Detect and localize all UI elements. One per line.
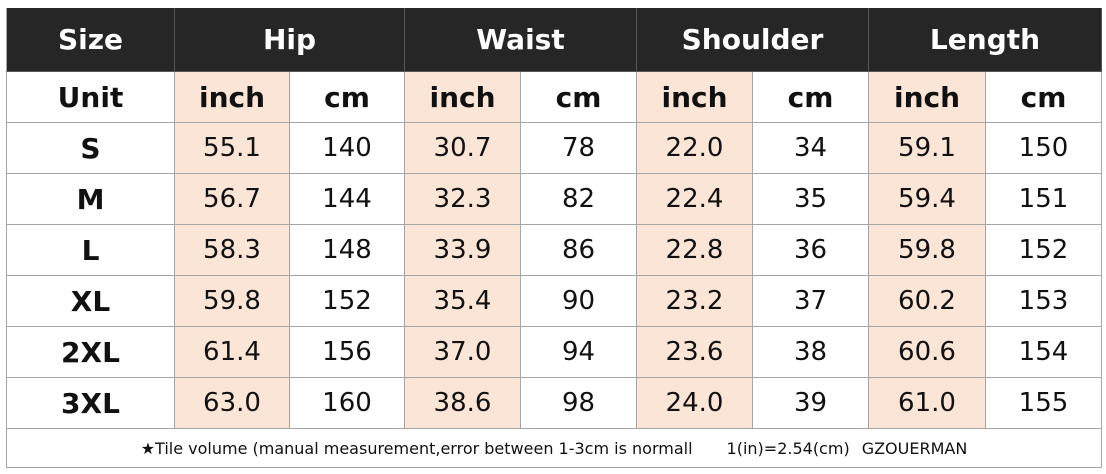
value-cell: 98 [521, 378, 637, 429]
value-cell: 59.4 [869, 174, 986, 225]
value-cell: 150 [986, 123, 1102, 174]
header-cell: Size [6, 8, 175, 72]
header-cell: Shoulder [637, 8, 869, 72]
value-cell: 60.6 [869, 327, 986, 378]
value-cell: 148 [290, 225, 405, 276]
value-cell: 59.8 [175, 276, 290, 327]
value-cell: 56.7 [175, 174, 290, 225]
value-cell: 86 [521, 225, 637, 276]
value-cell: 22.8 [637, 225, 753, 276]
value-cell: 144 [290, 174, 405, 225]
unit-cell: cm [986, 72, 1102, 123]
value-cell: 37.0 [405, 327, 521, 378]
value-cell: 30.7 [405, 123, 521, 174]
value-cell: 155 [986, 378, 1102, 429]
value-cell: 160 [290, 378, 405, 429]
value-cell: 59.1 [869, 123, 986, 174]
value-cell: 55.1 [175, 123, 290, 174]
unit-cell: Unit [6, 72, 175, 123]
value-cell: 36 [753, 225, 869, 276]
value-cell: 82 [521, 174, 637, 225]
unit-cell: cm [521, 72, 637, 123]
value-cell: 60.2 [869, 276, 986, 327]
header-cell: Waist [405, 8, 637, 72]
unit-cell: inch [175, 72, 290, 123]
value-cell: 34 [753, 123, 869, 174]
value-cell: 22.4 [637, 174, 753, 225]
value-cell: 22.0 [637, 123, 753, 174]
header-cell: Hip [175, 8, 405, 72]
unit-cell: inch [405, 72, 521, 123]
value-cell: 32.3 [405, 174, 521, 225]
value-cell: 23.6 [637, 327, 753, 378]
size-cell: XL [6, 276, 175, 327]
value-cell: 35.4 [405, 276, 521, 327]
value-cell: 58.3 [175, 225, 290, 276]
value-cell: 24.0 [637, 378, 753, 429]
value-cell: 23.2 [637, 276, 753, 327]
value-cell: 33.9 [405, 225, 521, 276]
size-cell: L [6, 225, 175, 276]
value-cell: 37 [753, 276, 869, 327]
footer-note: ★Tile volume (manual measurement,error b… [140, 438, 693, 458]
value-cell: 156 [290, 327, 405, 378]
value-cell: 152 [986, 225, 1102, 276]
value-cell: 38.6 [405, 378, 521, 429]
size-cell: 2XL [6, 327, 175, 378]
value-cell: 39 [753, 378, 869, 429]
unit-cell: cm [290, 72, 405, 123]
value-cell: 152 [290, 276, 405, 327]
value-cell: 151 [986, 174, 1102, 225]
unit-cell: cm [753, 72, 869, 123]
value-cell: 35 [753, 174, 869, 225]
value-cell: 140 [290, 123, 405, 174]
footer-brand: GZOUERMAN [861, 438, 968, 458]
value-cell: 61.4 [175, 327, 290, 378]
value-cell: 59.8 [869, 225, 986, 276]
unit-cell: inch [637, 72, 753, 123]
value-cell: 38 [753, 327, 869, 378]
footer-conversion: 1(in)=2.54(cm) [726, 438, 850, 458]
value-cell: 154 [986, 327, 1102, 378]
value-cell: 153 [986, 276, 1102, 327]
footer: ★Tile volume (manual measurement,error b… [6, 429, 1102, 468]
size-cell: S [6, 123, 175, 174]
value-cell: 78 [521, 123, 637, 174]
value-cell: 94 [521, 327, 637, 378]
value-cell: 63.0 [175, 378, 290, 429]
size-cell: M [6, 174, 175, 225]
header-cell: Length [869, 8, 1102, 72]
unit-cell: inch [869, 72, 986, 123]
size-cell: 3XL [6, 378, 175, 429]
value-cell: 90 [521, 276, 637, 327]
value-cell: 61.0 [869, 378, 986, 429]
